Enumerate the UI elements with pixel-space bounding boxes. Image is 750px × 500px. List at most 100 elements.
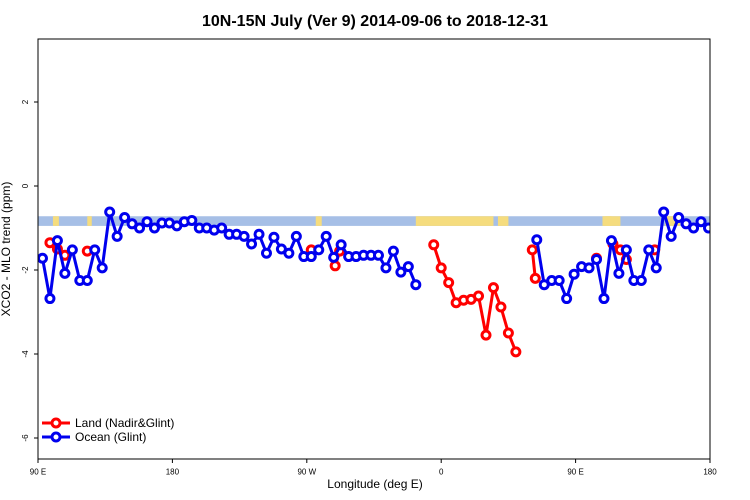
land-band-patch [52, 216, 59, 226]
land-data-point [529, 272, 541, 284]
y-axis-label: XCO2 - MLO trend (ppm) [0, 182, 13, 317]
land-band-patch [315, 216, 322, 226]
ocean-data-point [583, 262, 595, 274]
ocean-data-point [290, 230, 302, 242]
ocean-data-point [703, 222, 710, 234]
ocean-data-point [44, 293, 56, 305]
ocean-data-point [605, 235, 617, 247]
y-tick-label: 0 [21, 183, 30, 188]
ocean-data-point [613, 267, 625, 279]
land-data-point [502, 327, 514, 339]
legend-land-marker [50, 417, 62, 429]
land-data-point [495, 301, 507, 313]
x-axis: 90 E 180 90 W 0 90 E 180 [30, 459, 717, 477]
ocean-data-point [568, 268, 580, 280]
ocean-data-point [712, 219, 720, 227]
legend-land-label: Land (Nadir&Glint) [75, 416, 174, 430]
x-tick-label: 90 E [567, 468, 583, 477]
ocean-data-point [410, 279, 422, 291]
ocean-data-point [111, 230, 123, 242]
ocean-data-point [395, 266, 407, 278]
ocean-data-point [253, 228, 265, 240]
ocean-data-point [372, 249, 384, 261]
ocean-series [38, 206, 727, 305]
land-band-patch [665, 216, 676, 226]
land-data-point [428, 239, 440, 251]
ocean-data-point [134, 222, 146, 234]
x-tick-label: 90 W [297, 468, 316, 477]
ocean-data-point [141, 216, 153, 228]
ocean-band [38, 216, 710, 226]
legend: Land (Nadir&Glint)Ocean (Glint) [42, 416, 174, 444]
x-tick-label: 90 E [30, 468, 46, 477]
ocean-data-point [673, 212, 685, 223]
ocean-data-point [620, 244, 632, 256]
ocean-data-point [665, 230, 677, 242]
land-band-patch [605, 216, 621, 226]
land-data-point [480, 329, 492, 341]
ocean-data-point [66, 244, 78, 256]
ocean-data-point [328, 251, 340, 263]
land-band-patch [497, 216, 509, 226]
ocean-data-point [81, 275, 93, 286]
ocean-data-point [320, 230, 332, 242]
ocean-data-point [591, 254, 603, 265]
land-data-point [473, 290, 485, 302]
ocean-data-point [305, 251, 317, 263]
ocean-data-point [380, 262, 392, 274]
x-tick-label: 0 [439, 468, 444, 477]
ocean-data-point [119, 212, 131, 223]
ocean-data-point [104, 206, 116, 218]
y-tick-label: 2 [21, 99, 30, 104]
x-tick-label: 180 [703, 468, 717, 477]
land-data-point [435, 262, 447, 274]
land-data-point [510, 346, 522, 358]
ocean-data-point [402, 261, 414, 273]
ocean-data-point [38, 252, 48, 264]
ocean-data-point [246, 238, 258, 250]
series-layer [38, 206, 727, 358]
land-data-point [443, 277, 455, 289]
ocean-data-point [643, 244, 655, 256]
ocean-data-point [650, 262, 662, 274]
ocean-data-point [96, 262, 108, 274]
land-data-point [487, 282, 499, 294]
land-band-patch [87, 216, 92, 226]
y-tick-label: -2 [21, 266, 30, 274]
ocean-data-point [658, 206, 670, 218]
ocean-data-point [695, 216, 707, 228]
ocean-data-point [688, 222, 700, 234]
y-tick-label: -6 [21, 434, 30, 442]
chart-title: 10N-15N July (Ver 9) 2014-09-06 to 2018-… [202, 13, 548, 30]
ocean-data-point [186, 214, 198, 226]
ocean-data-point [387, 245, 399, 257]
ocean-data-point [635, 275, 647, 286]
x-axis-label: Longitude (deg E) [327, 477, 422, 491]
y-axis: 2 0 -2 -4 -6 [21, 99, 38, 442]
ocean-data-point [216, 222, 228, 234]
ocean-data-point [335, 239, 347, 251]
ocean-data-point [260, 247, 272, 259]
legend-ocean-label: Ocean (Glint) [75, 430, 146, 444]
ocean-data-point [598, 293, 610, 305]
ocean-data-point [89, 244, 101, 256]
ocean-data-point [531, 234, 543, 246]
land-data-point [526, 244, 538, 256]
ocean-data-point [283, 247, 295, 259]
ocean-data-point [553, 275, 565, 286]
ocean-data-point [148, 222, 160, 234]
ocean-data-point [238, 230, 250, 242]
ocean-data-point [59, 267, 71, 279]
land-band-patch [415, 216, 494, 226]
legend-ocean-marker [50, 431, 62, 443]
x-tick-label: 180 [166, 468, 180, 477]
ocean-data-point [719, 219, 727, 227]
ocean-data-point [313, 244, 325, 256]
land-data-point [329, 260, 341, 272]
plot-frame [37, 38, 711, 460]
y-tick-label: -4 [21, 350, 30, 358]
ocean-data-point [268, 231, 280, 243]
ocean-data-point [561, 293, 573, 305]
ocean-data-point [51, 235, 63, 247]
